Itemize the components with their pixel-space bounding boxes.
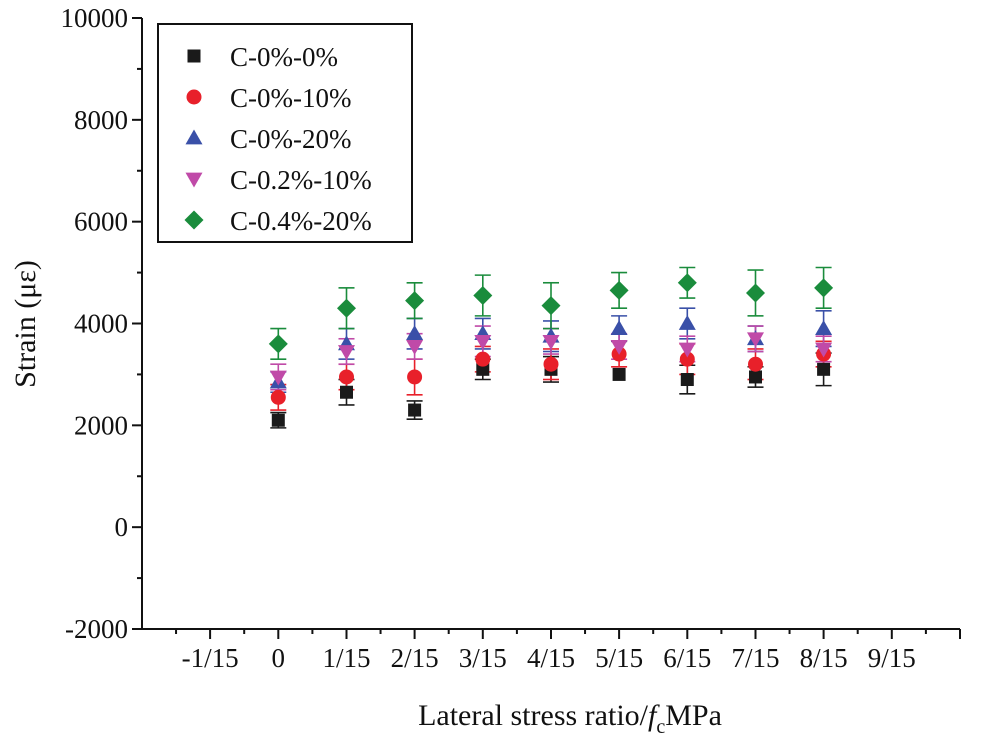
data-point-c-0-4pct-20pct [677,273,697,293]
data-point-c-0-4pct-20pct [814,278,834,298]
data-point-c-0pct-0pct [476,362,490,376]
data-point-c-0-4pct-20pct [609,280,629,300]
data-point-c-0pct-10pct [270,389,286,405]
data-point-c-0-2pct-10pct [815,342,833,358]
legend-label-c-0pct-0pct: C-0%-0% [230,42,338,72]
y-tick-label: -2000 [65,614,128,644]
x-tick-label: 0 [272,643,286,673]
data-point-c-0-4pct-20pct [473,285,493,305]
data-point-c-0-4pct-20pct [268,334,288,354]
data-point-c-0pct-10pct [407,369,423,385]
legend-label-c-0-2pct-10pct: C-0.2%-10% [230,165,372,195]
legend-marker-c-0-4pct-20pct [184,210,204,230]
data-point-c-0pct-20pct [815,320,833,335]
legend-marker-c-0-2pct-10pct [185,172,203,188]
x-tick-label: 8/15 [800,643,848,673]
data-point-c-0-2pct-10pct [678,342,696,358]
x-tick-label: 4/15 [527,643,575,673]
data-point-c-0-4pct-20pct [337,298,356,318]
data-point-c-0pct-0pct [408,403,422,417]
data-point-c-0pct-20pct [406,325,424,341]
x-tick-label: 5/15 [595,643,643,673]
legend-marker-c-0pct-10pct [186,89,202,105]
data-point-c-0pct-20pct [678,315,696,330]
legend-label-c-0pct-20pct: C-0%-20% [230,124,351,154]
data-point-c-0pct-0pct [749,370,762,384]
data-point-c-0pct-0pct [680,373,694,387]
data-markers [268,273,834,427]
y-tick-label: 2000 [74,410,128,440]
x-tick-label: 9/15 [868,643,916,673]
data-point-c-0pct-10pct [339,369,354,385]
legend-label-c-0pct-10pct: C-0%-10% [230,83,351,113]
data-point-c-0pct-0pct [271,413,285,427]
legend-marker-c-0pct-20pct [185,129,203,145]
x-axis-title-main: Lateral stress ratio/ [418,699,649,732]
data-point-c-0pct-0pct [817,362,831,376]
x-axis-title: Lateral stress ratio/fcMPa [418,699,722,738]
legend: C-0%-0% C-0%-10% C-0%-20% C-0.2%-10% C-0.4%-… [157,23,413,243]
data-point-c-0pct-10pct [543,356,559,372]
data-point-c-0-2pct-10pct [406,340,424,355]
data-point-c-0pct-0pct [340,385,353,399]
data-point-c-0-4pct-20pct [405,291,425,311]
y-tick-label: 4000 [74,309,128,339]
data-point-c-0pct-20pct [610,320,628,335]
data-point-c-0pct-10pct [475,351,491,367]
data-point-c-0-2pct-10pct [542,334,560,350]
data-point-c-0-4pct-20pct [541,296,561,316]
x-tick-label: 1/15 [322,643,370,673]
axes: -2000 0 2000 4000 6000 8000 10000 -1/15 0 1/15 2/1… [61,3,961,673]
data-point-c-0pct-10pct [679,351,695,367]
x-tick-label: 2/15 [391,643,439,673]
x-tick-label: 6/15 [663,643,711,673]
data-point-c-0-2pct-10pct [610,340,628,355]
x-tick-label: 7/15 [731,643,779,673]
x-axis-title-subscript: c [656,716,665,738]
legend-marker-c-0pct-0pct [187,49,201,63]
y-tick-label: 8000 [74,105,128,135]
x-tick-label: -1/15 [182,643,239,673]
data-point-c-0-2pct-10pct [747,332,764,348]
y-axis-title: Strain (με) [9,260,42,388]
x-axis-title-unit: MPa [665,699,722,732]
data-point-c-0pct-10pct [748,356,763,372]
x-tick-label: 3/15 [459,643,507,673]
y-tick-label: 6000 [74,207,128,237]
data-point-c-0-4pct-20pct [746,283,765,303]
data-point-c-0pct-0pct [612,367,626,381]
legend-label-c-0-4pct-20pct: C-0.4%-20% [230,206,372,236]
data-point-c-0-2pct-10pct [338,345,355,361]
y-tick-label: 0 [115,512,129,542]
data-point-c-0-2pct-10pct [474,334,492,350]
data-point-c-0-2pct-10pct [269,370,287,386]
y-tick-label: 10000 [61,3,129,33]
